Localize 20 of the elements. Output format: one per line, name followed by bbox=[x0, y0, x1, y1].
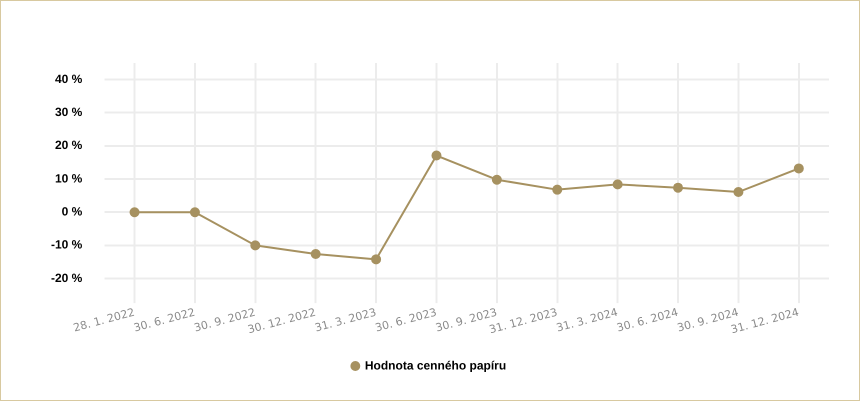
point bbox=[552, 184, 562, 195]
y-tick-label: 0 % bbox=[62, 204, 83, 219]
point bbox=[431, 150, 442, 161]
point bbox=[733, 187, 744, 198]
legend-label: Hodnota cenného papíru bbox=[364, 358, 506, 372]
point bbox=[371, 254, 382, 264]
y-tick-label: 40 % bbox=[54, 72, 83, 86]
point bbox=[250, 240, 260, 250]
y-tick-label: -10 % bbox=[50, 238, 83, 252]
y-tick-label: 10 % bbox=[54, 171, 83, 186]
y-tick-label: 30 % bbox=[54, 105, 83, 120]
point bbox=[492, 174, 502, 185]
point bbox=[794, 163, 804, 174]
point bbox=[612, 179, 623, 190]
point bbox=[190, 207, 200, 218]
point bbox=[130, 207, 140, 218]
y-tick-label: 20 % bbox=[54, 138, 83, 152]
point bbox=[310, 249, 321, 260]
y-tick-label: -20 % bbox=[50, 270, 83, 285]
point bbox=[673, 182, 684, 193]
